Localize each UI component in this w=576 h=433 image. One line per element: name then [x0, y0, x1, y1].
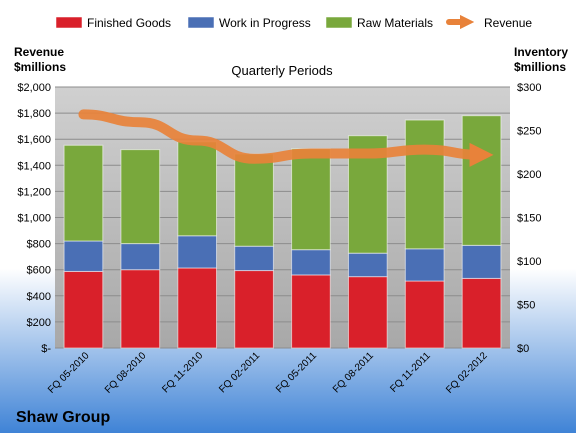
bar-work-in-progress[interactable] — [291, 249, 331, 276]
left-tick-label: $1,200 — [17, 186, 51, 198]
legend-label-raw-materials: Raw Materials — [357, 16, 433, 30]
company-name: Shaw Group — [16, 409, 110, 426]
bar-raw-materials[interactable] — [177, 141, 218, 237]
legend-label-work-in-progress: Work in Progress — [219, 16, 311, 30]
bar-finished-goods[interactable] — [177, 267, 218, 349]
bars — [63, 115, 502, 349]
bar-raw-materials[interactable] — [120, 149, 161, 245]
legend-swatch-raw-materials — [325, 16, 353, 29]
right-axis-ticks: $0 $50 $100 $150 $200 $250 $300 — [517, 82, 541, 355]
legend-label-revenue: Revenue — [484, 16, 532, 30]
right-tick-label: $150 — [517, 213, 541, 225]
left-axis-ticks: $- $200 $400 $600 $800 $1,000 $1,200 $1,400 $1,6… — [17, 82, 51, 355]
legend: Finished Goods Work in Progress Raw Mate… — [55, 14, 532, 30]
bar-work-in-progress[interactable] — [404, 248, 445, 282]
bar-raw-materials[interactable] — [291, 148, 331, 251]
right-axis-title-line2: $millions — [514, 60, 566, 74]
bar-raw-materials[interactable] — [234, 153, 274, 247]
left-tick-label: $400 — [27, 291, 51, 303]
bar-work-in-progress[interactable] — [120, 243, 161, 271]
bar-finished-goods[interactable] — [120, 269, 161, 349]
left-axis-title-line1: Revenue — [14, 45, 64, 59]
right-tick-label: $250 — [517, 126, 541, 138]
legend-swatch-finished-goods — [55, 16, 83, 29]
bar-work-in-progress[interactable] — [234, 245, 274, 272]
bar-finished-goods[interactable] — [404, 280, 445, 349]
left-tick-label: $1,400 — [17, 160, 51, 172]
legend-item-raw-materials[interactable]: Raw Materials — [325, 16, 433, 30]
legend-item-revenue[interactable]: Revenue — [446, 14, 532, 30]
bar-finished-goods[interactable] — [461, 277, 502, 349]
revenue-line-path[interactable] — [78, 109, 494, 167]
legend-item-finished-goods[interactable]: Finished Goods — [55, 16, 171, 30]
legend-swatch-work-in-progress — [187, 16, 215, 29]
bar-raw-materials[interactable] — [461, 115, 502, 246]
bar-raw-materials[interactable] — [63, 144, 104, 242]
legend-label-finished-goods: Finished Goods — [87, 16, 171, 30]
left-tick-label: $200 — [27, 317, 51, 329]
bar-finished-goods[interactable] — [347, 276, 388, 349]
left-tick-label: $600 — [27, 265, 51, 277]
chart-title: Quarterly Periods — [231, 63, 333, 78]
left-tick-label: $800 — [27, 239, 51, 251]
bar-work-in-progress[interactable] — [177, 235, 218, 269]
right-axis-title-line1: Inventory — [514, 45, 568, 59]
bar-raw-materials[interactable] — [404, 119, 445, 250]
left-tick-label: $2,000 — [17, 82, 51, 94]
bar-finished-goods[interactable] — [63, 270, 104, 349]
right-tick-label: $50 — [517, 300, 535, 312]
right-tick-label: $100 — [517, 256, 541, 268]
right-tick-label: $300 — [517, 82, 541, 94]
left-axis-title-line2: $millions — [14, 60, 66, 74]
left-tick-label: $1,600 — [17, 134, 51, 146]
left-tick-label: $- — [41, 343, 51, 355]
bar-work-in-progress[interactable] — [347, 252, 388, 278]
left-tick-label: $1,800 — [17, 108, 51, 120]
bar-work-in-progress[interactable] — [63, 240, 104, 272]
right-tick-label: $0 — [517, 343, 529, 355]
right-tick-label: $200 — [517, 169, 541, 181]
legend-item-work-in-progress[interactable]: Work in Progress — [187, 16, 311, 30]
revenue-line — [78, 109, 494, 167]
bar-work-in-progress[interactable] — [461, 244, 502, 279]
bar-finished-goods[interactable] — [291, 274, 331, 349]
bar-finished-goods[interactable] — [234, 270, 274, 349]
left-tick-label: $1,000 — [17, 213, 51, 225]
